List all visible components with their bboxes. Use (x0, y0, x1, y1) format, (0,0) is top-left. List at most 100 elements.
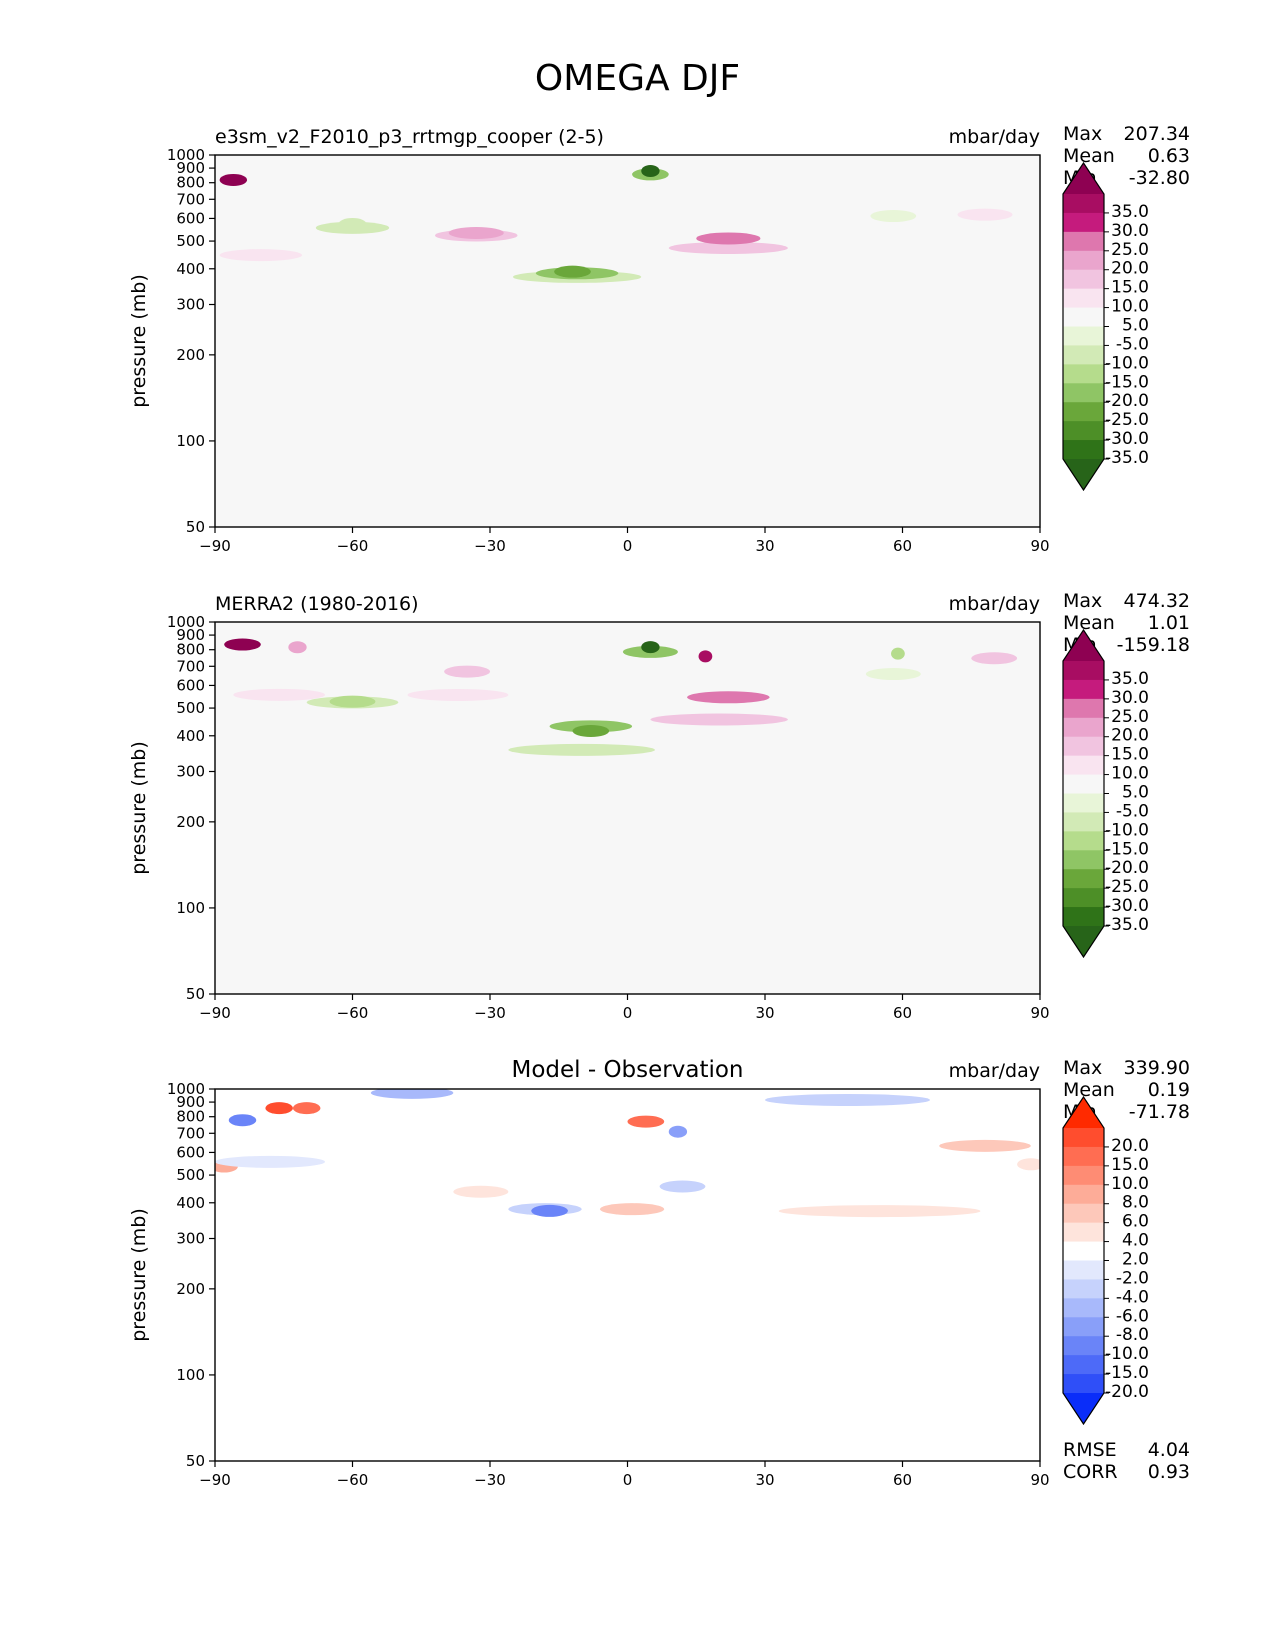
colorbar-label: -25.0 (1105, 877, 1149, 897)
colorbar-label: -10.0 (1105, 820, 1149, 840)
plot-background (215, 1089, 1040, 1461)
colorbar-segment (1063, 421, 1104, 441)
y-tick-label: 300 (176, 763, 205, 781)
colorbar-segment (1063, 755, 1104, 776)
colorbar-label: 30.0 (1111, 688, 1149, 708)
colorbar-segment (1063, 269, 1104, 290)
colorbar-label: -30.0 (1105, 429, 1149, 449)
colorbar-segment (1063, 888, 1104, 908)
colorbar-segment (1063, 194, 1104, 214)
stat-label: Max (1063, 123, 1102, 145)
colorbar-segment (1063, 326, 1104, 346)
colorbar-label: 30.0 (1111, 221, 1149, 241)
contour-region (650, 713, 788, 726)
y-tick-label: 50 (186, 518, 205, 536)
panel-title: MERRA2 (1980-2016) (215, 593, 419, 615)
colorbar-extend-top (1063, 163, 1104, 194)
x-tick-label: 60 (893, 1004, 912, 1022)
contour-region (531, 1204, 568, 1217)
contour-region (292, 1102, 321, 1115)
colorbar-label: -5.0 (1116, 801, 1149, 821)
colorbar-label: -20.0 (1105, 391, 1149, 411)
contour-region (687, 691, 770, 704)
plot-background (215, 622, 1040, 994)
contour-region (265, 1102, 293, 1115)
colorbar-label: 4.0 (1122, 1231, 1149, 1251)
units-label: mbar/day (949, 593, 1040, 615)
y-tick-label: 50 (186, 985, 205, 1003)
y-tick-label: 100 (176, 432, 205, 450)
colorbar-label: -10.0 (1105, 353, 1149, 373)
y-tick-label: 900 (176, 1093, 205, 1111)
colorbar: 35.030.025.020.015.010.05.0-5.0-10.0-15.… (1062, 161, 1149, 492)
y-tick-label: 1000 (167, 146, 205, 164)
colorbar-segment (1063, 1146, 1104, 1167)
colorbar-label: 35.0 (1111, 202, 1149, 222)
colorbar-segment (1063, 1165, 1104, 1186)
y-tick-label: 1000 (167, 1080, 205, 1098)
colorbar-extend-bottom (1063, 1393, 1104, 1424)
contour-fill-group (219, 165, 1013, 283)
colorbar-segment (1063, 1336, 1104, 1356)
colorbar-segment (1063, 1241, 1104, 1261)
colorbar-label: -4.0 (1116, 1287, 1149, 1307)
colorbar-label: -15.0 (1105, 1363, 1149, 1383)
panel-test: −90 −60 −30 0 30 60 90 50 100 200 300 400 500 6007008… (128, 123, 1190, 555)
colorbar-segment (1063, 1317, 1104, 1337)
stat-value: -159.18 (1117, 634, 1190, 656)
y-tick-label: 500 (176, 232, 205, 250)
colorbar-segment (1063, 231, 1104, 252)
colorbar-label: -35.0 (1105, 448, 1149, 468)
contour-region (215, 1155, 325, 1168)
y-tick-label: 700 (176, 1124, 205, 1142)
x-tick-label: −30 (474, 1471, 506, 1489)
colorbar-label: -6.0 (1116, 1306, 1149, 1326)
contour-region (659, 1180, 706, 1193)
y-tick-label: 100 (176, 1366, 205, 1384)
x-tick-label: −30 (474, 1004, 506, 1022)
colorbar-label: -30.0 (1105, 896, 1149, 916)
figure-title: OMEGA DJF (534, 58, 741, 99)
x-tick-label: 60 (893, 1471, 912, 1489)
x-tick-label: −30 (474, 537, 506, 555)
colorbar-label: 25.0 (1111, 707, 1149, 727)
stat-value: 0.19 (1148, 1079, 1190, 1101)
colorbar-segment (1063, 774, 1104, 794)
contour-region (891, 647, 905, 660)
colorbar-segment (1063, 793, 1104, 813)
colorbar-segment (1063, 1355, 1104, 1375)
y-tick-label: 500 (176, 699, 205, 717)
stat-value: -71.78 (1129, 1101, 1190, 1123)
contour-region (698, 650, 713, 663)
contour-region (600, 1203, 665, 1216)
units-label: mbar/day (949, 1060, 1040, 1082)
y-tick-label: 300 (176, 1230, 205, 1248)
contour-region (370, 1089, 454, 1099)
stat-label: Mean (1063, 145, 1115, 167)
contour-region (668, 1125, 688, 1138)
contour-region (957, 208, 1013, 221)
colorbar-label: -5.0 (1116, 334, 1149, 354)
y-tick-label: 700 (176, 657, 205, 675)
colorbar: 20.015.010.08.06.04.02.0-2.0-4.0-6.0-8.0… (1062, 1095, 1149, 1426)
panel-title: Model - Observation (511, 1057, 743, 1083)
contour-region (233, 688, 325, 701)
colorbar-segment (1063, 736, 1104, 757)
contour-region (870, 210, 917, 223)
colorbar-segment (1063, 383, 1104, 403)
contour-region (407, 688, 509, 701)
colorbar-segment (1063, 1298, 1104, 1318)
colorbar-segment (1063, 661, 1104, 681)
x-tick-label: 60 (893, 537, 912, 555)
colorbar-segment (1063, 345, 1104, 365)
contour-region (508, 743, 655, 756)
contour-region (1017, 1158, 1040, 1171)
stat-value: 339.90 (1124, 1057, 1190, 1079)
stat-value: 1.01 (1148, 612, 1190, 634)
colorbar-label: -2.0 (1116, 1268, 1149, 1288)
colorbar-label: 15.0 (1111, 1155, 1149, 1175)
y-tick-label: 900 (176, 159, 205, 177)
colorbar-label: -8.0 (1116, 1325, 1149, 1345)
colorbar-label: 8.0 (1122, 1193, 1149, 1213)
colorbar-segment (1063, 850, 1104, 870)
